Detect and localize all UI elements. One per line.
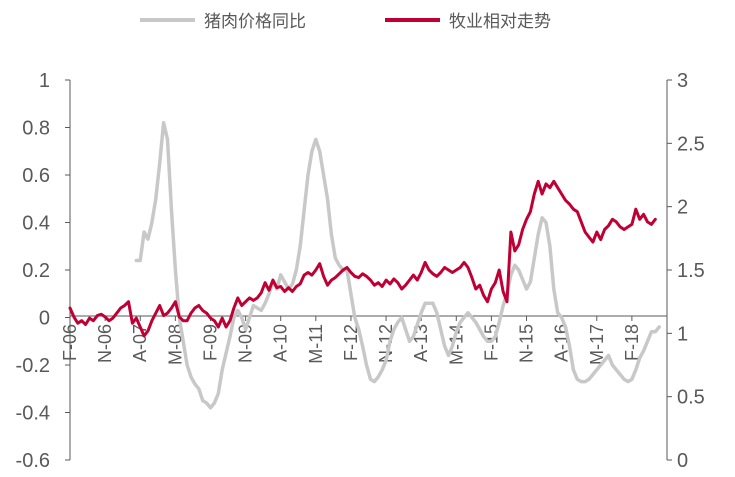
x-axis-tick-label: N-06	[95, 324, 115, 363]
legend: 猪肉价格同比 牧业相对走势	[140, 12, 551, 32]
left-axis-tick-label: -0.2	[16, 355, 50, 377]
x-axis-tick-label: F-06	[60, 324, 80, 361]
x-axis-tick-label: M-14	[446, 324, 466, 365]
x-axis-tick-label: F-12	[341, 324, 361, 361]
legend-label-1: 猪肉价格同比	[204, 12, 306, 32]
right-axis-tick-label: 2	[677, 197, 688, 219]
x-axis-tick-label: A-10	[271, 324, 291, 362]
series-layer	[68, 121, 661, 410]
x-axis-tick-label: N-09	[236, 324, 256, 363]
series-line-2	[68, 179, 657, 338]
left-axis-tick-label: -0.4	[16, 403, 50, 425]
left-axis-tick-label: 0.8	[22, 118, 50, 140]
right-axis-tick-label: 2.5	[677, 133, 705, 155]
left-axis-tick-label: 0.4	[22, 213, 50, 235]
x-axis-tick-label: M-11	[306, 324, 326, 364]
left-axis-tick-label: 0.6	[22, 165, 50, 187]
right-axis: 3 2.5 2 1.5 1 0.5 0	[666, 70, 705, 472]
right-axis-tick-label: 0.5	[677, 387, 705, 409]
left-axis: 1 0.8 0.6 0.4 0.2 0 -0.2 -0.4 -0.6	[16, 70, 71, 472]
left-axis-tick-label: 0.2	[22, 260, 50, 282]
right-axis-tick-label: 1.5	[677, 260, 705, 282]
left-axis-tick-label: 0	[39, 308, 50, 330]
legend-label-2: 牧业相对走势	[449, 12, 551, 32]
left-axis-tick-label: 1	[39, 70, 50, 92]
x-axis-tick-label: F-09	[200, 324, 220, 361]
left-axis-tick-label: -0.6	[16, 450, 50, 472]
right-axis-tick-label: 3	[677, 70, 688, 92]
x-axis-tick-label: F-18	[622, 324, 642, 361]
series-line-1	[134, 121, 661, 410]
right-axis-tick-label: 1	[677, 323, 688, 345]
x-axis-tick-label: N-15	[517, 324, 537, 363]
x-axis-tick-label: M-17	[587, 324, 607, 365]
right-axis-tick-label: 0	[677, 450, 688, 472]
